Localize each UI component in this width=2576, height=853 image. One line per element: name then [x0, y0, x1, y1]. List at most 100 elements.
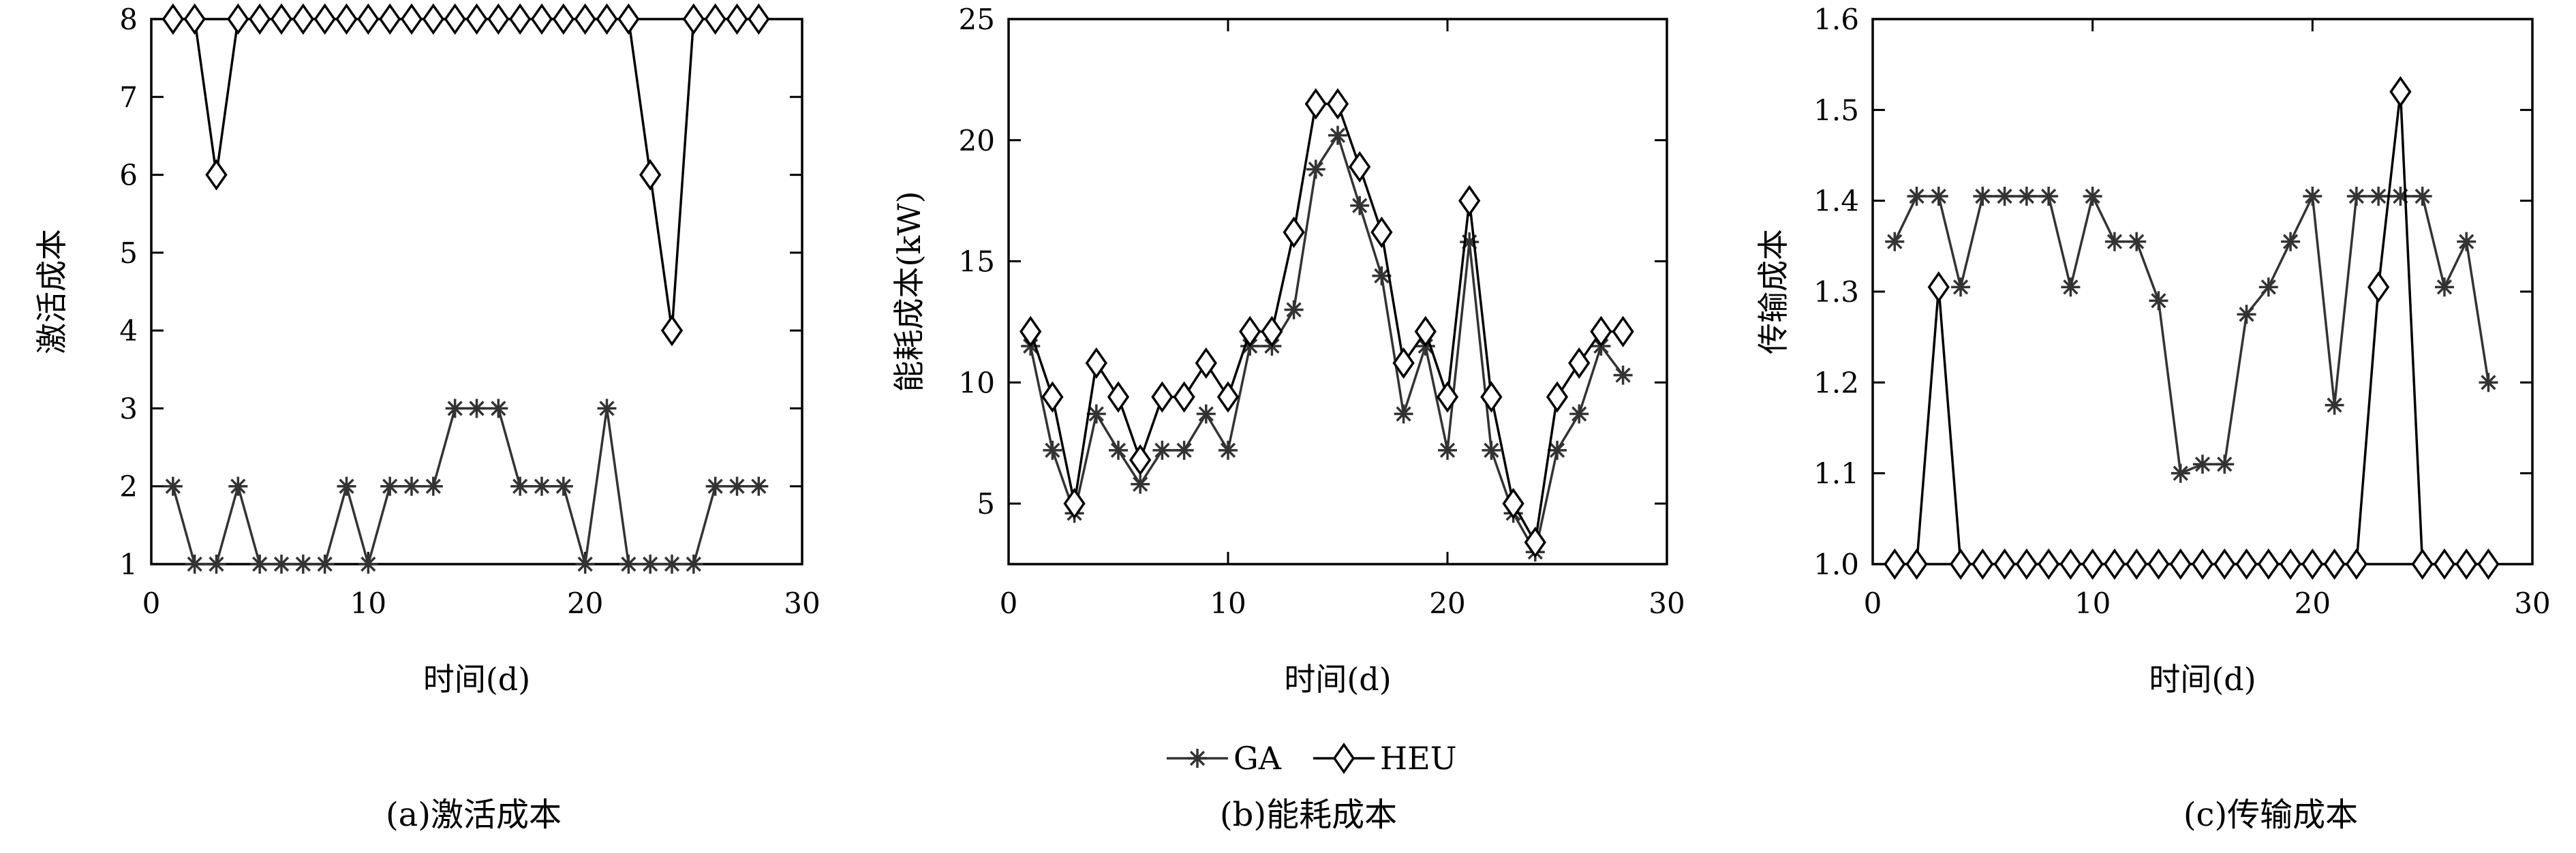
data-point-ga — [2127, 232, 2147, 251]
data-point-heu — [2301, 548, 2324, 580]
data-point-heu — [1151, 381, 1174, 413]
series-line-ga — [1029, 132, 1624, 556]
data-point-heu — [552, 3, 574, 35]
panel-caption: (b)能耗成本 — [1220, 796, 1397, 834]
data-point-ga — [337, 476, 356, 496]
data-point-heu — [1216, 381, 1240, 413]
data-point-heu — [2477, 548, 2500, 580]
plot-frame — [1871, 18, 2534, 565]
chart-panel-1: 0 10 20 30 1 2 3 4 5 6 7 8 时间(d) 激活成本 (a)激活成本 — [33, 3, 821, 834]
y-tick-label: 1 — [119, 548, 138, 581]
data-point-ga — [1043, 440, 1062, 460]
data-point-heu — [1392, 347, 1415, 379]
data-point-heu — [487, 3, 510, 35]
x-tick-label: 30 — [2514, 587, 2550, 620]
y-tick-label: 20 — [959, 124, 995, 157]
data-point-ga — [1973, 187, 1993, 206]
x-tick-label: 10 — [350, 587, 386, 620]
data-point-ga — [2412, 187, 2432, 206]
data-point-heu — [1524, 526, 1546, 559]
series-line-heu — [172, 18, 759, 331]
data-point-heu — [1612, 315, 1634, 347]
legend-marker — [1188, 749, 1207, 768]
data-point-heu — [1568, 347, 1591, 379]
data-point-ga — [1460, 232, 1479, 252]
data-point-ga — [2369, 187, 2389, 206]
data-point-ga — [2061, 277, 2081, 297]
legend-item-ga: GA — [1167, 740, 1282, 777]
data-point-heu — [183, 3, 206, 35]
data-point-ga — [532, 476, 551, 496]
y-tick-label: 5 — [977, 487, 995, 521]
y-tick-label: 8 — [119, 3, 138, 36]
x-tick-label: 0 — [142, 587, 161, 620]
data-point-heu — [1436, 381, 1459, 413]
legend-label: HEU — [1380, 740, 1456, 777]
data-point-heu — [1283, 216, 1305, 248]
data-point-heu — [2169, 548, 2192, 580]
data-point-heu — [162, 3, 184, 35]
data-point-ga — [1995, 187, 2014, 206]
data-point-heu — [2126, 548, 2148, 580]
data-point-ga — [1306, 159, 1325, 179]
data-point-heu — [270, 3, 293, 35]
data-point-ga — [2479, 373, 2498, 392]
data-point-heu — [1063, 488, 1086, 520]
data-point-ga — [1284, 300, 1304, 320]
y-tick-label: 1.4 — [1813, 185, 1859, 218]
y-axis-label: 传输成本 — [1755, 229, 1792, 354]
data-point-ga — [380, 476, 400, 496]
data-point-heu — [574, 3, 596, 35]
y-tick-label: 7 — [119, 80, 138, 114]
y-tick-label: 5 — [119, 236, 138, 270]
data-point-ga — [250, 555, 270, 574]
data-point-ga — [358, 555, 378, 574]
y-tick-label: 4 — [119, 314, 138, 347]
data-point-ga — [619, 555, 639, 574]
data-point-ga — [2457, 232, 2477, 251]
data-point-heu — [2455, 548, 2478, 580]
data-point-heu — [639, 159, 662, 191]
data-point-ga — [1951, 277, 1971, 297]
x-axis-label: 时间(d) — [2149, 661, 2256, 698]
data-point-heu — [596, 3, 618, 35]
data-point-ga — [2346, 187, 2366, 206]
data-point-ga — [1569, 404, 1589, 424]
data-point-ga — [272, 555, 291, 574]
data-point-ga — [2215, 454, 2235, 474]
data-point-ga — [423, 476, 443, 496]
data-point-ga — [1109, 440, 1128, 460]
y-tick-label: 10 — [959, 366, 995, 399]
data-point-ga — [727, 476, 747, 496]
data-point-ga — [2237, 305, 2256, 324]
data-point-heu — [2389, 76, 2412, 108]
data-point-ga — [705, 476, 725, 496]
data-point-heu — [704, 3, 726, 35]
chart-panel-3: 0 10 20 30 1.0 1.1 1.2 1.3 1.4 1.5 1.6 时间(d) 传输成本 (c)… — [1755, 3, 2551, 834]
data-point-ga — [662, 555, 681, 574]
x-tick-label: 20 — [1429, 587, 1465, 620]
y-tick-label: 1.0 — [1813, 548, 1859, 581]
panel-caption: (c)传输成本 — [2183, 796, 2358, 834]
data-point-ga — [1394, 404, 1413, 424]
data-point-heu — [2015, 548, 2038, 580]
data-point-heu — [2257, 548, 2280, 580]
data-point-heu — [2213, 548, 2236, 580]
data-point-heu — [1905, 548, 1928, 580]
data-point-heu — [1927, 271, 1950, 303]
data-point-heu — [617, 3, 640, 35]
y-tick-label: 1.3 — [1813, 275, 1859, 309]
y-tick-label: 1.2 — [1813, 366, 1859, 399]
data-point-heu — [748, 3, 770, 35]
data-point-heu — [1129, 444, 1152, 476]
x-tick-label: 10 — [2074, 587, 2111, 620]
data-point-heu — [2411, 548, 2434, 580]
series-line-heu — [1895, 91, 2489, 565]
data-point-heu — [2103, 548, 2126, 580]
data-point-ga — [1196, 404, 1216, 424]
data-point-heu — [2059, 548, 2082, 580]
y-tick-label: 1.5 — [1813, 93, 1859, 127]
data-point-ga — [163, 476, 183, 496]
data-point-heu — [1993, 548, 2016, 580]
